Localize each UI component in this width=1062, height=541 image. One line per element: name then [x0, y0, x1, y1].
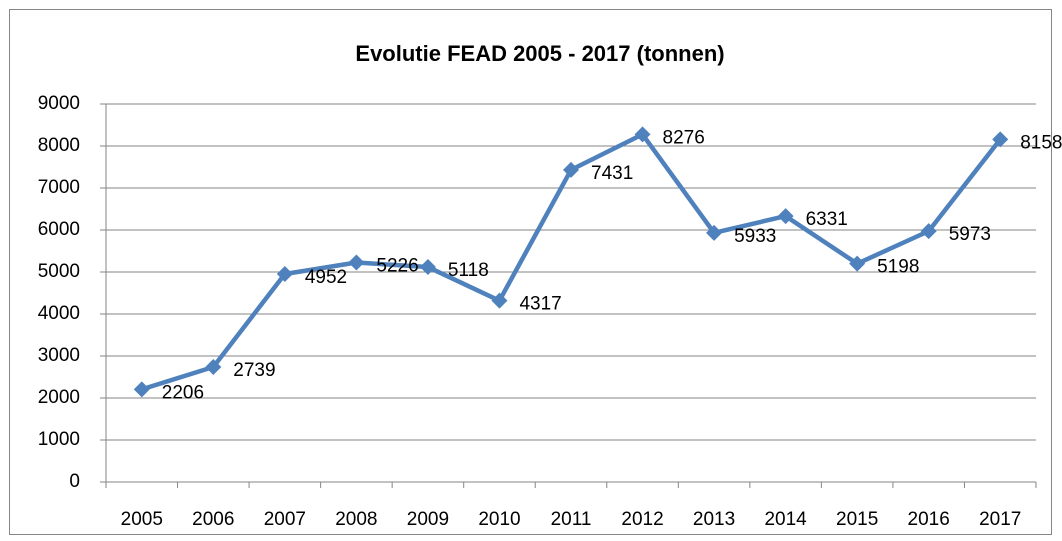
x-tick-label: 2013 [693, 509, 735, 530]
marker [205, 358, 222, 375]
data-label: 2739 [233, 360, 275, 381]
marker [920, 223, 937, 240]
marker [419, 259, 436, 276]
chart-title: Evolutie FEAD 2005 - 2017 (tonnen) [355, 41, 724, 66]
x-tick-label: 2008 [335, 509, 377, 530]
data-label: 4317 [519, 294, 561, 315]
data-label: 2206 [162, 382, 204, 403]
x-tick-label: 2014 [764, 509, 807, 530]
y-tick-label: 4000 [38, 303, 80, 324]
y-tick-label: 2000 [38, 387, 80, 408]
x-tick-label: 2015 [836, 509, 878, 530]
marker [992, 131, 1009, 148]
y-tick-label: 3000 [38, 345, 80, 366]
y-tick-label: 1000 [38, 429, 80, 450]
x-tick-label: 2012 [621, 509, 663, 530]
data-label: 8158 [1020, 132, 1062, 153]
y-tick-label: 7000 [38, 177, 80, 198]
data-label: 8276 [663, 127, 705, 148]
data-label: 5198 [877, 257, 919, 278]
marker [276, 266, 293, 283]
x-tick-label: 2005 [121, 509, 163, 530]
marker [563, 161, 579, 178]
data-label: 4952 [305, 267, 347, 288]
data-label: 5226 [376, 256, 418, 277]
marker [133, 381, 150, 398]
y-tick-label: 6000 [38, 219, 80, 240]
marker [348, 254, 365, 271]
marker [777, 208, 794, 225]
x-tick-label: 2011 [551, 509, 592, 530]
y-tick-label: 0 [69, 471, 80, 492]
y-tick-label: 5000 [38, 261, 80, 282]
marker [849, 255, 866, 272]
marker [634, 126, 651, 143]
x-tick-label: 2009 [407, 509, 449, 530]
x-tick-label: 2017 [979, 509, 1021, 530]
y-tick-label: 9000 [38, 93, 80, 114]
x-tick-label: 2006 [192, 509, 234, 530]
x-tick-label: 2010 [478, 509, 520, 530]
x-tick-label: 2007 [264, 509, 306, 530]
marker [706, 224, 723, 241]
x-tick-label: 2016 [908, 509, 950, 530]
data-label: 5933 [734, 226, 776, 247]
y-tick-label: 8000 [38, 135, 80, 156]
marker [491, 292, 508, 309]
data-label: 5973 [949, 224, 991, 245]
data-label: 7431 [591, 163, 633, 184]
data-label: 6331 [806, 209, 848, 230]
data-label: 5118 [448, 260, 489, 281]
